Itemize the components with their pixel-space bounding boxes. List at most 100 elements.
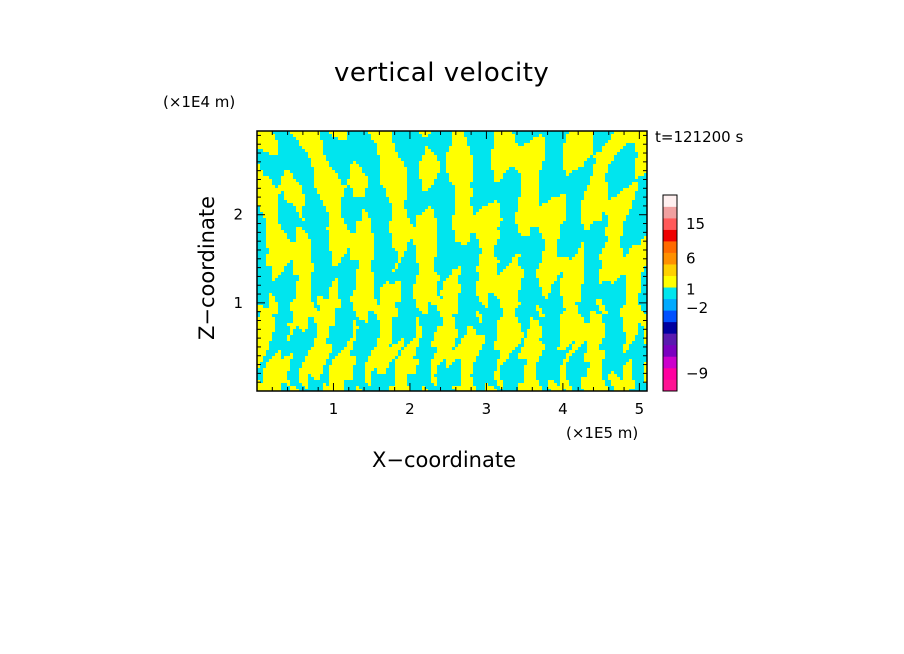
field-cell xyxy=(356,287,374,290)
field-cell xyxy=(455,347,482,350)
field-cell xyxy=(629,248,647,251)
field-cell xyxy=(608,236,620,239)
field-cell xyxy=(422,179,434,182)
field-cell xyxy=(395,383,407,386)
field-cell xyxy=(476,269,497,272)
field-cell xyxy=(524,341,542,344)
field-cell xyxy=(644,341,647,344)
field-cell xyxy=(623,350,626,353)
field-cell xyxy=(257,341,269,344)
field-cell xyxy=(491,152,545,155)
field-cell xyxy=(368,359,392,362)
field-cell xyxy=(500,317,518,320)
colorbar-label: −9 xyxy=(686,365,708,383)
field-cell xyxy=(380,155,398,158)
field-cell xyxy=(581,242,584,245)
field-cell xyxy=(611,197,635,200)
field-cell xyxy=(584,359,602,362)
field-cell xyxy=(398,260,401,263)
field-cell xyxy=(416,335,422,338)
field-cell xyxy=(566,353,572,356)
field-cell xyxy=(362,209,365,212)
field-cell xyxy=(524,374,536,377)
field-cell xyxy=(419,308,428,311)
field-cell xyxy=(257,356,263,359)
field-cell xyxy=(350,170,362,173)
field-cell xyxy=(644,326,647,329)
field-cell xyxy=(266,236,287,239)
field-cell xyxy=(560,293,581,296)
field-cell xyxy=(380,179,407,182)
colorbar-band xyxy=(663,367,677,380)
field-cell xyxy=(380,290,401,293)
field-cell xyxy=(413,338,419,341)
field-cell xyxy=(482,248,494,251)
field-cell xyxy=(599,257,647,260)
field-cell xyxy=(581,380,605,383)
field-cell xyxy=(287,335,290,338)
field-cell xyxy=(551,197,566,200)
field-cell xyxy=(293,317,308,320)
field-cell xyxy=(524,143,545,146)
field-cell xyxy=(389,197,407,200)
field-cell xyxy=(272,275,278,278)
field-cell xyxy=(629,359,632,362)
field-cell xyxy=(560,332,605,335)
colorbar-band xyxy=(663,264,677,277)
field-cell xyxy=(602,146,623,149)
field-cell xyxy=(440,290,461,293)
field-cell xyxy=(266,254,311,257)
field-cell xyxy=(257,179,272,182)
field-cell xyxy=(605,233,623,236)
field-cell xyxy=(380,335,392,338)
field-cell xyxy=(332,359,356,362)
field-cell xyxy=(518,230,530,233)
field-cell xyxy=(260,311,278,314)
field-cell xyxy=(416,260,434,263)
field-cell xyxy=(260,209,278,212)
field-cell xyxy=(500,350,512,353)
field-cell xyxy=(350,176,368,179)
time-label: t=121200 s xyxy=(655,128,744,146)
field-cell xyxy=(599,308,605,311)
field-cell xyxy=(266,218,278,221)
field-cell xyxy=(584,197,608,200)
field-cell xyxy=(431,365,437,368)
field-cell xyxy=(611,383,635,386)
field-cell xyxy=(416,215,434,218)
field-cell xyxy=(455,239,470,242)
field-cell xyxy=(266,242,311,245)
field-cell xyxy=(455,233,470,236)
field-cell xyxy=(590,182,608,185)
field-cell xyxy=(635,170,647,173)
field-cell xyxy=(500,302,521,305)
field-cell xyxy=(518,206,566,209)
field-cell xyxy=(503,308,515,311)
field-cell xyxy=(329,371,353,374)
field-cell xyxy=(626,332,638,335)
field-cell xyxy=(353,188,365,191)
y-tick-label: 2 xyxy=(233,206,243,224)
field-cell xyxy=(350,296,374,299)
field-cell xyxy=(461,365,473,368)
field-cell xyxy=(533,137,545,140)
field-cell xyxy=(416,320,419,323)
field-cell xyxy=(461,383,473,386)
field-cell xyxy=(296,293,311,296)
field-cell xyxy=(257,335,272,338)
field-cell xyxy=(284,173,293,176)
field-cell xyxy=(326,209,341,212)
field-cell xyxy=(431,371,437,374)
field-cell xyxy=(266,227,281,230)
field-cell xyxy=(440,311,458,314)
field-cell xyxy=(326,227,347,230)
field-cell xyxy=(419,164,440,167)
field-cell xyxy=(572,344,581,347)
field-cell xyxy=(455,188,473,191)
field-cell xyxy=(584,194,608,197)
field-cell xyxy=(296,206,302,209)
field-cell xyxy=(416,326,422,329)
field-cell xyxy=(593,155,614,158)
field-cell xyxy=(449,146,470,149)
field-cell xyxy=(353,308,398,311)
